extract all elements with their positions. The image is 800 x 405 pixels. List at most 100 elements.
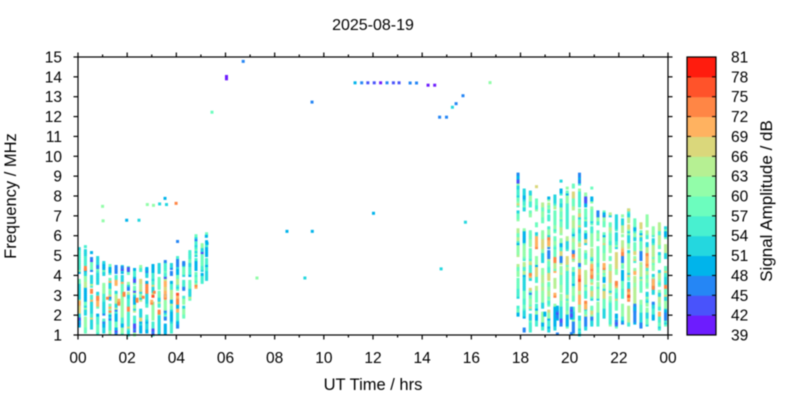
data-point: [534, 275, 538, 279]
data-point: [541, 210, 545, 214]
data-point: [516, 285, 520, 289]
data-point: [528, 295, 532, 299]
data-point: [157, 314, 161, 318]
data-point: [139, 280, 143, 284]
data-point: [657, 246, 661, 250]
data-point: [639, 226, 643, 230]
data-point: [255, 276, 259, 280]
data-point: [516, 269, 520, 273]
data-point: [565, 226, 569, 230]
data-point: [516, 248, 520, 252]
data-point: [627, 277, 631, 281]
data-point: [553, 254, 557, 258]
data-point: [528, 242, 532, 246]
data-point: [157, 278, 161, 282]
data-point: [516, 180, 520, 184]
data-point: [541, 232, 545, 236]
data-point: [608, 277, 612, 281]
data-point: [596, 265, 600, 269]
data-point: [547, 313, 551, 317]
data-point: [602, 295, 606, 299]
data-point: [547, 241, 551, 245]
data-point: [621, 220, 625, 224]
data-point: [450, 105, 454, 109]
data-point: [664, 297, 668, 301]
data-point: [151, 287, 155, 291]
data-point: [108, 325, 112, 329]
data-point: [360, 81, 364, 85]
data-point: [590, 285, 594, 289]
data-point: [133, 277, 137, 281]
data-point: [163, 271, 167, 275]
data-point: [102, 308, 106, 312]
data-point: [139, 330, 143, 334]
y-tick-label: 11: [46, 129, 62, 146]
data-point: [651, 240, 655, 244]
data-point: [77, 294, 81, 298]
data-point: [169, 326, 173, 330]
data-point: [614, 265, 618, 269]
colorbar-tick-label: 51: [731, 248, 748, 265]
data-point: [547, 250, 551, 254]
data-point: [157, 292, 161, 296]
data-point: [139, 292, 143, 296]
data-point: [77, 266, 81, 270]
data-point: [133, 323, 137, 327]
data-point: [578, 278, 581, 282]
data-point: [657, 291, 661, 295]
data-point: [639, 317, 643, 321]
data-point: [541, 327, 545, 331]
data-point: [151, 273, 155, 277]
data-point: [96, 265, 100, 269]
data-point: [96, 275, 100, 279]
data-point: [584, 262, 588, 266]
data-point: [176, 260, 180, 264]
data-point: [627, 305, 631, 309]
data-point: [645, 279, 649, 283]
colorbar-tick-label: 75: [731, 89, 748, 106]
data-point: [614, 291, 618, 295]
data-point: [83, 267, 87, 271]
data-point: [633, 291, 637, 295]
data-point: [657, 238, 661, 242]
data-point: [621, 285, 625, 289]
data-point: [205, 246, 209, 250]
data-point: [163, 307, 167, 311]
data-point: [547, 317, 551, 321]
data-point: [590, 262, 594, 266]
data-point: [633, 289, 637, 293]
data-point: [608, 281, 612, 285]
data-point: [205, 277, 209, 281]
data-point: [522, 200, 526, 204]
data-point: [584, 319, 588, 323]
data-point: [224, 77, 228, 81]
data-point: [83, 316, 87, 320]
data-point: [664, 311, 668, 315]
data-point: [541, 256, 545, 260]
data-point: [602, 242, 606, 246]
data-point: [584, 222, 588, 226]
data-point: [614, 228, 618, 232]
data-point: [590, 307, 594, 311]
data-point: [200, 276, 204, 280]
data-point: [559, 224, 563, 228]
data-point: [578, 267, 581, 271]
data-point: [176, 256, 180, 260]
data-point: [559, 289, 563, 293]
data-point: [664, 319, 668, 323]
data-point: [547, 311, 551, 315]
data-point: [114, 302, 118, 306]
data-point: [571, 292, 575, 296]
data-point: [645, 281, 649, 285]
data-point: [126, 295, 130, 299]
data-point: [194, 285, 198, 289]
data-point: [188, 295, 192, 299]
data-point: [645, 271, 649, 275]
data-point: [528, 192, 532, 196]
data-point: [528, 210, 532, 214]
data-point: [120, 298, 124, 302]
data-point: [163, 311, 167, 315]
data-point: [90, 318, 94, 322]
data-point: [621, 240, 625, 244]
